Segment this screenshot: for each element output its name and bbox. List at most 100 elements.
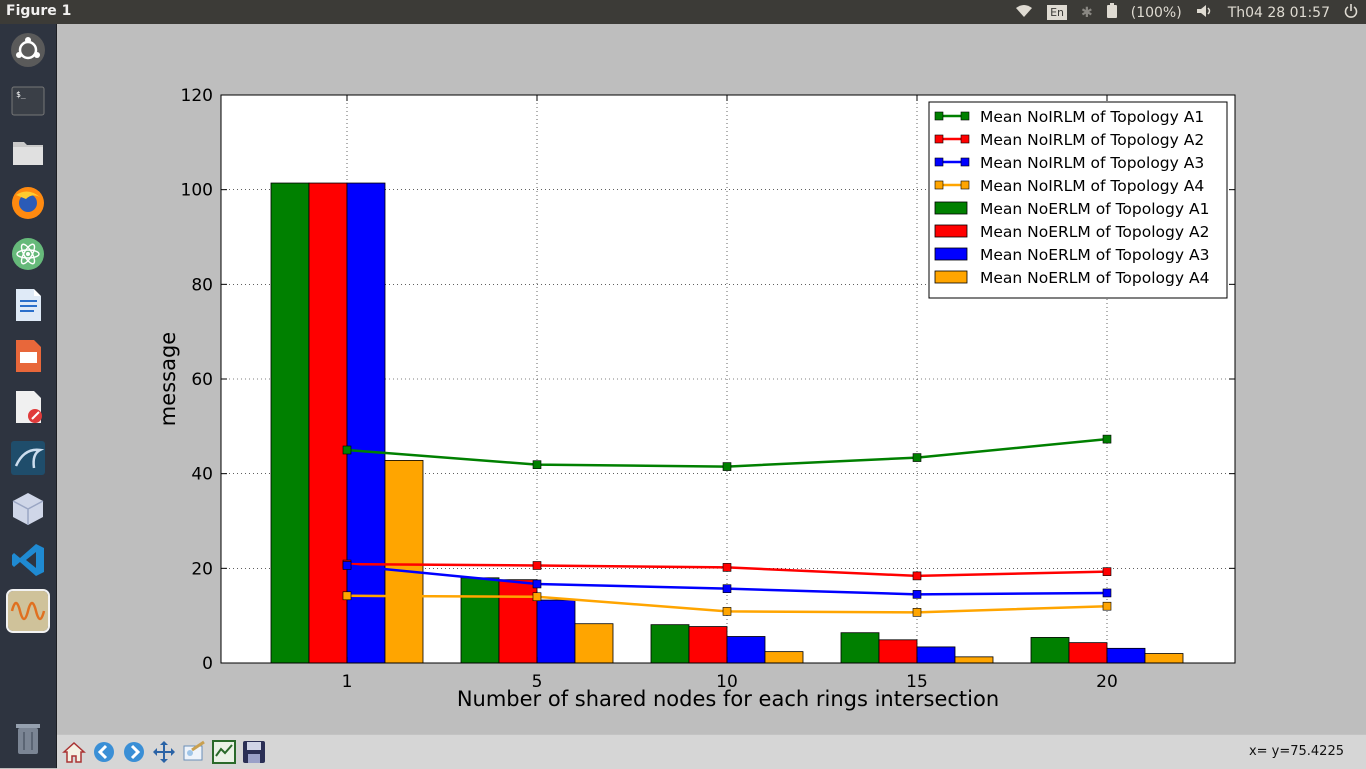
bar bbox=[726, 636, 766, 664]
legend-entry-label: Mean NoERLM of Topology A2 bbox=[980, 223, 1209, 241]
bar bbox=[498, 579, 538, 664]
bar bbox=[878, 639, 918, 664]
home-icon[interactable] bbox=[61, 739, 87, 765]
virtualbox-icon[interactable] bbox=[8, 489, 48, 529]
battery-percentage: (100%) bbox=[1130, 4, 1182, 21]
atom-icon[interactable] bbox=[8, 234, 48, 274]
mysql-workbench-icon[interactable] bbox=[8, 438, 48, 478]
files-icon[interactable] bbox=[8, 132, 48, 172]
legend-entry-label: Mean NoERLM of Topology A1 bbox=[980, 200, 1209, 218]
writer-icon[interactable] bbox=[8, 285, 48, 325]
back-icon[interactable] bbox=[91, 739, 117, 765]
x-tick-label: 20 bbox=[1096, 672, 1118, 692]
wifi-icon[interactable] bbox=[1015, 4, 1033, 22]
bar bbox=[1106, 647, 1146, 664]
clock[interactable]: Th04 28 01:57 bbox=[1227, 4, 1330, 21]
legend: Mean NoIRLM of Topology A1 Mean NoIRLM of… bbox=[928, 101, 1228, 299]
zoom-icon[interactable] bbox=[181, 739, 207, 765]
legend-entry-label: Mean NoIRLM of Topology A1 bbox=[980, 108, 1204, 126]
bar bbox=[536, 599, 576, 664]
x-tick-label: 1 bbox=[342, 672, 353, 692]
bar bbox=[764, 651, 804, 664]
line-point-marker bbox=[532, 561, 542, 570]
bluetooth-icon[interactable]: ✱ bbox=[1081, 4, 1093, 21]
bar bbox=[270, 182, 310, 664]
line-point-marker bbox=[1102, 588, 1112, 598]
legend-bar-swatch bbox=[934, 270, 968, 284]
line-point-marker bbox=[1102, 567, 1112, 576]
line-point-marker bbox=[722, 563, 732, 572]
y-tick-label: 120 bbox=[181, 86, 213, 106]
y-tick-label: 80 bbox=[191, 275, 213, 295]
ubuntu-logo-icon[interactable] bbox=[8, 30, 48, 70]
volume-icon[interactable] bbox=[1196, 4, 1214, 22]
forward-icon[interactable] bbox=[121, 739, 147, 765]
y-tick-label: 60 bbox=[191, 370, 213, 390]
line-point-marker bbox=[1102, 434, 1112, 444]
line-point-marker bbox=[912, 453, 922, 462]
line-point-marker bbox=[912, 608, 922, 617]
bar bbox=[1144, 653, 1184, 664]
line-point-marker bbox=[722, 584, 732, 593]
x-tick-label: 15 bbox=[906, 672, 928, 692]
impress-icon[interactable] bbox=[8, 336, 48, 376]
x-axis-label: Number of shared nodes for each rings in… bbox=[457, 687, 999, 711]
vscode-icon[interactable] bbox=[8, 540, 48, 580]
bar bbox=[916, 646, 956, 664]
bar bbox=[346, 182, 386, 664]
draw-icon[interactable] bbox=[8, 387, 48, 427]
bar bbox=[1068, 642, 1108, 664]
y-tick-label: 0 bbox=[202, 654, 213, 674]
line-point-marker bbox=[912, 590, 922, 599]
legend-marker bbox=[934, 111, 944, 121]
line-point-marker bbox=[532, 579, 542, 589]
legend-box bbox=[928, 101, 1228, 299]
window-title: Figure 1 bbox=[6, 3, 72, 19]
bars bbox=[270, 182, 1184, 664]
legend-entry-label: Mean NoERLM of Topology A3 bbox=[980, 246, 1209, 264]
bar bbox=[840, 632, 880, 664]
bar bbox=[688, 626, 728, 664]
bar bbox=[574, 623, 614, 664]
matplotlib-figure-icon[interactable] bbox=[6, 589, 50, 633]
bar bbox=[1030, 637, 1070, 664]
bar bbox=[384, 460, 424, 664]
legend-entry-label: Mean NoIRLM of Topology A2 bbox=[980, 131, 1204, 149]
line-point-marker bbox=[1102, 601, 1112, 611]
cursor-coordinates: x= y=75.4225 bbox=[1248, 744, 1344, 759]
firefox-icon[interactable] bbox=[8, 183, 48, 223]
pan-icon[interactable] bbox=[151, 739, 177, 765]
battery-icon[interactable] bbox=[1106, 3, 1117, 22]
legend-marker bbox=[960, 180, 970, 190]
trash-icon[interactable] bbox=[8, 718, 48, 758]
save-icon[interactable] bbox=[241, 739, 267, 765]
line-point-marker bbox=[722, 462, 732, 471]
line-point-marker bbox=[342, 561, 352, 570]
line-point-marker bbox=[342, 591, 352, 601]
legend-bar-swatch bbox=[934, 224, 968, 238]
top-panel: Figure 1 En ✱ (100%) Th04 28 01:57 bbox=[0, 0, 1366, 24]
configure-subplots-icon[interactable] bbox=[211, 739, 237, 765]
line-point-marker bbox=[532, 592, 542, 602]
power-icon[interactable] bbox=[1344, 3, 1358, 22]
bar bbox=[308, 182, 348, 664]
legend-entry-label: Mean NoERLM of Topology A4 bbox=[980, 269, 1209, 287]
keyboard-layout-indicator[interactable]: En bbox=[1047, 5, 1067, 20]
legend-marker bbox=[934, 157, 944, 167]
lines bbox=[342, 434, 1112, 617]
launcher: $_ bbox=[0, 24, 57, 768]
y-tick-label: 20 bbox=[191, 559, 213, 579]
legend-entry-label: Mean NoIRLM of Topology A3 bbox=[980, 154, 1204, 172]
line-point-marker bbox=[722, 607, 732, 616]
bar bbox=[460, 577, 500, 664]
legend-marker bbox=[934, 180, 944, 190]
legend-marker bbox=[960, 111, 970, 121]
navigation-toolbar: x= y=75.4225 bbox=[57, 734, 1366, 769]
x-tick-label: 5 bbox=[532, 672, 543, 692]
legend-bar-swatch bbox=[934, 247, 968, 261]
legend-entry-label: Mean NoIRLM of Topology A4 bbox=[980, 177, 1204, 195]
terminal-icon[interactable]: $_ bbox=[8, 81, 48, 121]
svg-text:$_: $_ bbox=[16, 90, 26, 99]
